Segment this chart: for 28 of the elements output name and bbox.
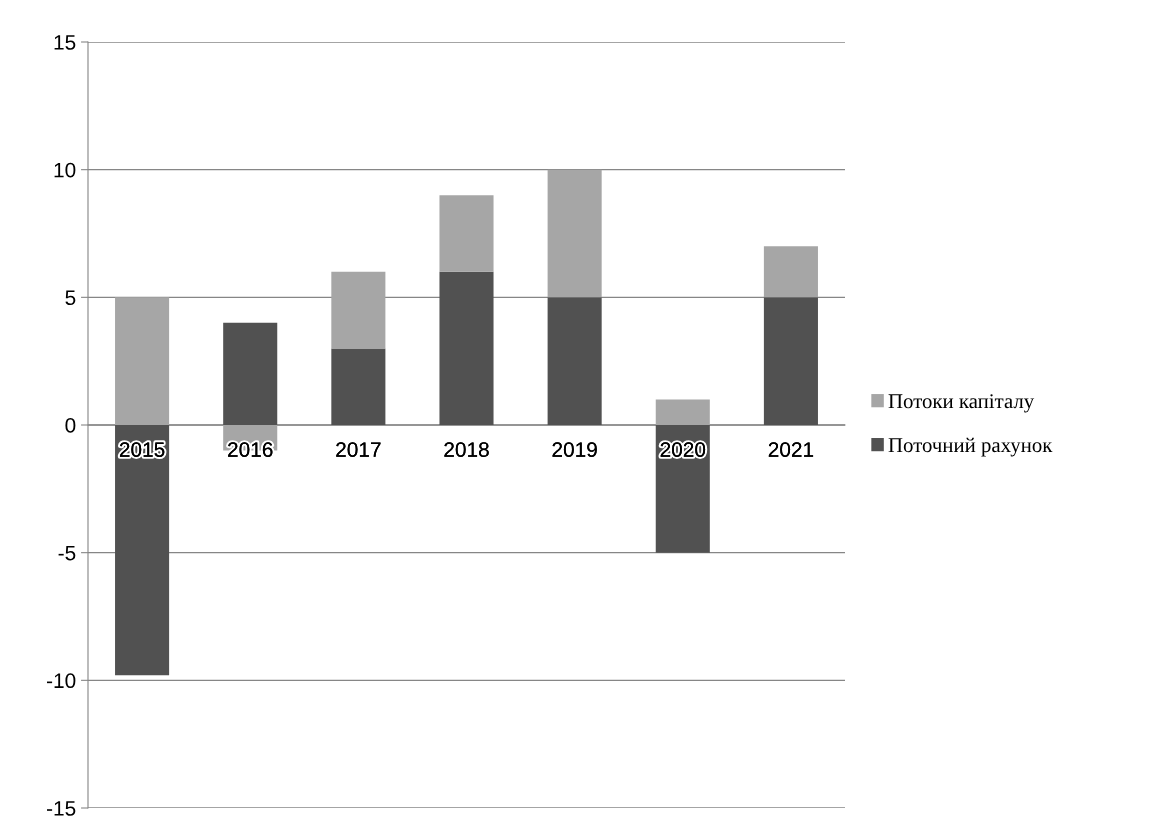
bar xyxy=(655,399,710,425)
bar xyxy=(223,322,278,425)
y-tick-label: 0 xyxy=(65,418,76,433)
bar xyxy=(331,348,386,425)
y-tick-label: 10 xyxy=(54,162,76,178)
bar xyxy=(115,297,170,425)
x-tick-label: 2016 xyxy=(228,442,273,457)
x-tick-label: 2020 xyxy=(660,442,706,457)
bar xyxy=(439,195,494,272)
bar xyxy=(331,271,386,349)
bar xyxy=(547,297,602,425)
bar xyxy=(115,425,170,676)
x-tick-label: 2015 xyxy=(119,442,165,457)
legend-label: Потоки капіталу xyxy=(888,394,1035,413)
bar xyxy=(763,246,818,298)
y-tick-label: -15 xyxy=(47,801,76,816)
x-tick-label: 2018 xyxy=(444,442,489,457)
y-tick-label: 15 xyxy=(54,35,76,50)
x-tick-label: 2019 xyxy=(552,442,597,457)
x-tick-label: 2021 xyxy=(768,442,814,457)
x-tick-label: 2017 xyxy=(336,442,381,457)
y-tick-label: -10 xyxy=(47,673,76,689)
y-tick-label: -5 xyxy=(58,545,76,561)
bar xyxy=(547,169,602,298)
y-tick-label: 5 xyxy=(65,290,76,306)
bar xyxy=(439,271,494,425)
legend-label: Поточний рахунок xyxy=(888,437,1053,457)
bar xyxy=(763,297,818,425)
